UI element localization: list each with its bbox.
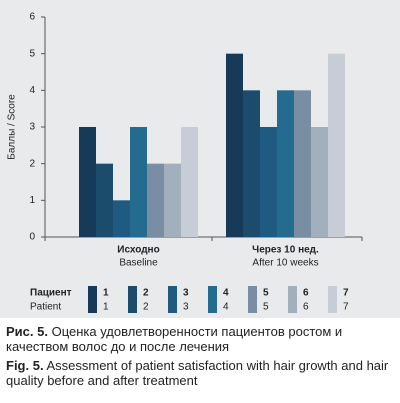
legend-label: 6 [303,302,309,313]
bar [311,127,328,237]
caption-label: Fig. 5. [6,358,44,373]
bar [113,200,130,237]
y-tick-label: 6 [29,12,35,23]
y-tick-label: 3 [29,122,35,133]
bar [226,53,243,237]
legend-label: 4 [223,288,229,299]
bar [260,127,277,237]
bar [147,163,164,237]
caption-text: Assessment of patient satisfaction with … [6,358,389,388]
legend-label: 1 [103,302,109,313]
y-axis-label: Баллы / Score [7,94,18,160]
caption-text: Оценка удовлетворенности пациентов росто… [6,324,343,354]
legend-label: 2 [143,288,149,299]
y-tick-label: 5 [29,48,35,59]
y-tick-label: 2 [29,158,35,169]
x-tick-label-en: After 10 weeks [252,258,318,269]
legend-title: Пациент [30,288,72,299]
legend-swatch [328,286,337,313]
bar [164,163,181,237]
legend-swatch [288,286,297,313]
caption-label: Рис. 5. [6,324,48,339]
legend-label: 3 [183,302,189,313]
x-tick-label: Исходно [117,245,159,256]
legend-swatch [88,286,97,313]
legend-swatch [168,286,177,313]
y-tick-label: 1 [29,195,35,206]
legend-label: 3 [183,288,189,299]
bar [181,127,198,237]
bar [294,90,311,237]
legend-label: 4 [223,302,229,313]
x-tick-label: Через 10 нед. [252,245,319,256]
caption-ru: Рис. 5. Оценка удовлетворенности пациент… [6,324,394,354]
legend-swatch [208,286,217,313]
legend-label: 5 [263,288,269,299]
legend-label: 5 [263,302,269,313]
legend-swatch [248,286,257,313]
legend-title: Patient [30,302,61,313]
legend-label: 7 [343,288,349,299]
legend-swatch [128,286,137,313]
bar [79,127,96,237]
y-tick-label: 0 [29,232,35,243]
x-tick-label-en: Baseline [119,258,158,269]
bar [96,163,113,237]
caption-en: Fig. 5. Assessment of patient satisfacti… [6,358,394,388]
bar [277,90,294,237]
legend-label: 2 [143,302,149,313]
bar [243,90,260,237]
chart: Баллы / Score 0 1 2 3 4 5 6 Исходно Baseline Чере… [0,0,400,318]
legend-label: 1 [103,288,109,299]
y-tick-label: 4 [29,85,35,96]
legend-label: 6 [303,288,309,299]
legend-label: 7 [343,302,349,313]
bar [328,53,345,237]
bar [130,127,147,237]
